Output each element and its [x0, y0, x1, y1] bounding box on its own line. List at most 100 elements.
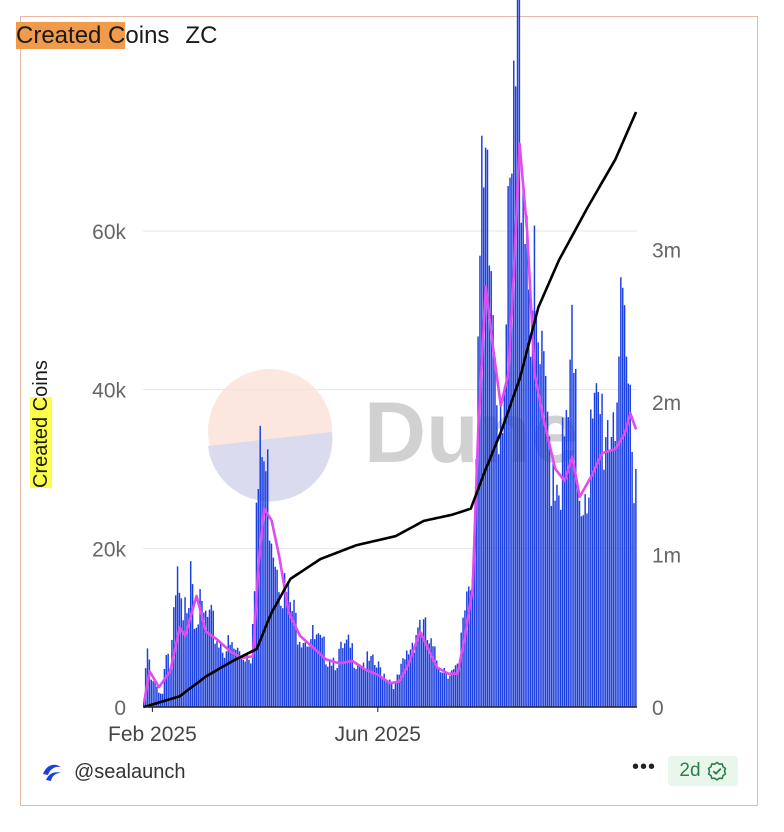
bar — [588, 497, 590, 707]
bar — [544, 375, 547, 707]
bar — [334, 670, 337, 707]
bar — [407, 654, 410, 707]
bar — [374, 664, 376, 707]
bar — [223, 657, 226, 707]
bar — [402, 658, 404, 707]
bar — [167, 653, 169, 707]
bar — [451, 670, 453, 707]
bar — [212, 610, 214, 707]
bar — [357, 664, 359, 707]
author-handle[interactable]: @sealaunch — [74, 760, 186, 783]
bar — [578, 500, 581, 707]
bar — [306, 646, 308, 707]
bar — [452, 669, 455, 707]
bar — [227, 635, 230, 707]
footer-author[interactable]: @sealaunch — [40, 760, 185, 784]
bar — [154, 682, 156, 707]
bar — [143, 702, 145, 707]
bar — [390, 681, 393, 707]
bar — [458, 664, 461, 707]
bar — [300, 647, 303, 707]
bar — [597, 391, 600, 707]
bar — [242, 659, 245, 707]
bar — [518, 0, 521, 707]
bar — [319, 634, 322, 707]
bar — [494, 357, 496, 707]
bar — [178, 592, 181, 707]
bar — [396, 674, 399, 707]
bar — [618, 356, 620, 707]
freshness-label: 2d — [679, 760, 701, 781]
bar — [385, 680, 387, 707]
bar — [353, 667, 355, 707]
bar — [345, 639, 348, 707]
y-right-tick-label: 0 — [652, 697, 664, 720]
title-highlight: Created C — [16, 22, 126, 49]
chart-card — [20, 16, 758, 806]
bar — [297, 644, 299, 707]
bar — [404, 659, 406, 707]
bar — [550, 505, 553, 707]
bar — [220, 642, 222, 707]
freshness-badge[interactable]: 2d — [668, 756, 738, 786]
bar — [246, 654, 248, 707]
bar — [214, 643, 216, 707]
bar — [289, 602, 291, 707]
bar — [507, 186, 509, 707]
bar — [368, 660, 370, 707]
bar — [533, 225, 536, 707]
bar — [422, 619, 425, 707]
bar — [561, 417, 564, 707]
bar — [445, 672, 447, 707]
bar — [152, 681, 154, 707]
bar — [558, 495, 560, 707]
bar — [417, 627, 419, 707]
bar — [443, 667, 446, 707]
bar — [556, 484, 558, 707]
bar — [524, 243, 526, 707]
bar — [240, 656, 243, 707]
bar — [539, 364, 541, 707]
bar — [150, 679, 152, 707]
bar — [298, 641, 301, 707]
bar — [389, 679, 391, 707]
bar — [488, 265, 491, 707]
bar — [535, 311, 538, 707]
bar — [462, 617, 464, 707]
bar — [229, 644, 231, 707]
bar — [216, 641, 218, 707]
bar — [473, 535, 476, 707]
bar — [627, 383, 630, 707]
bar — [546, 411, 549, 707]
bar — [505, 324, 507, 707]
more-dots-icon[interactable]: ••• — [632, 756, 657, 778]
bar — [184, 597, 186, 707]
bar — [501, 433, 504, 707]
bar — [400, 663, 402, 707]
bar — [456, 663, 459, 707]
bar — [370, 655, 372, 707]
bar — [482, 187, 485, 707]
bar — [419, 619, 421, 707]
bar — [332, 657, 335, 707]
bar — [593, 392, 596, 707]
bar — [436, 660, 438, 707]
watermark-slice — [208, 432, 333, 502]
bar — [398, 674, 400, 707]
bar — [490, 271, 492, 707]
bar — [158, 692, 160, 707]
bar — [206, 616, 209, 707]
bar — [511, 173, 513, 707]
bar — [169, 668, 171, 707]
bar — [317, 633, 320, 707]
chart-title: Created Coins ZC — [16, 22, 217, 50]
bar — [635, 468, 637, 707]
bar — [248, 659, 250, 707]
bar — [392, 688, 395, 707]
bar — [466, 591, 468, 707]
bar — [454, 665, 457, 707]
bar — [612, 412, 615, 707]
bar — [565, 410, 568, 707]
bar — [434, 646, 436, 707]
bar — [584, 494, 586, 707]
